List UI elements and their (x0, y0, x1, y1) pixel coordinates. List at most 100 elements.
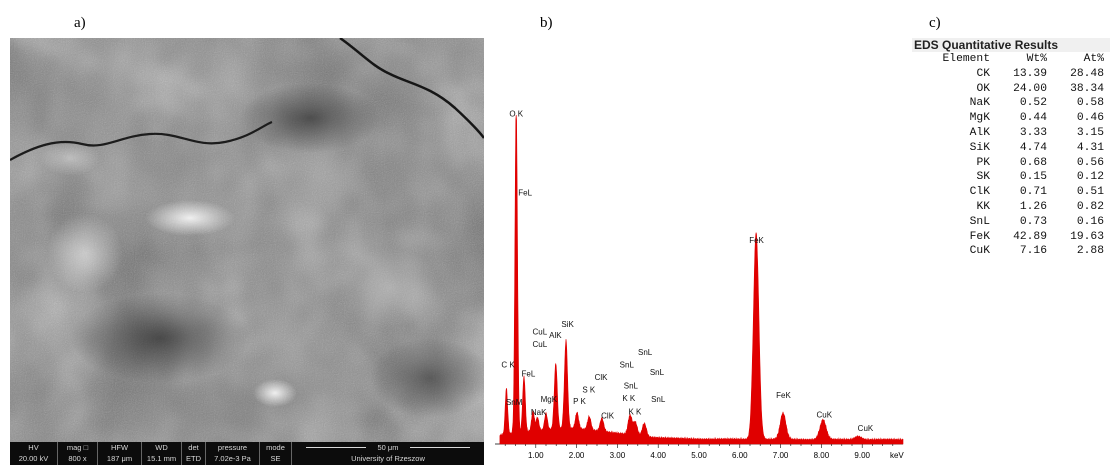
table-cell-wt: 0.52 (1019, 97, 1047, 110)
table-row: KK 1.26 0.82 (912, 200, 1104, 215)
peak-label: CuL (533, 327, 548, 336)
table-cell-element: CuK (969, 245, 990, 258)
table-cell-wt: 0.44 (1019, 112, 1047, 125)
institution-label: University of Rzeszow (351, 454, 425, 463)
sem-micrograph: HV 20.00 kV mag □ 800 x HFW 187 μm WD 15.1 m… (10, 38, 484, 465)
table-row: CuK 7.16 2.88 (912, 244, 1104, 259)
x-tick-label: 1.00 (528, 451, 544, 460)
table-row: NaK 0.52 0.58 (912, 96, 1104, 111)
peak-label: C K (501, 360, 515, 369)
panel-b-label: b) (540, 15, 553, 31)
table-cell-at: 28.48 (1070, 67, 1104, 80)
table-cell-wt: 0.73 (1019, 215, 1047, 228)
peak-label: FeL (518, 189, 532, 198)
table-header-row: Element Wt% At% (912, 52, 1104, 67)
peak-label: K K (622, 394, 636, 403)
peak-label: SnL (638, 348, 653, 357)
x-tick-label: 2.00 (569, 451, 585, 460)
info-hfw: HFW 187 μm (98, 442, 142, 465)
table-cell-at: 0.51 (1076, 186, 1104, 199)
peak-label: FeL (522, 370, 536, 379)
peak-label: SnL (650, 368, 665, 377)
column-header: At% (1083, 53, 1104, 65)
table-cell-wt: 4.74 (1019, 141, 1047, 154)
x-tick-labels: 1.00 2.00 3.00 4.00 5.00 6.00 7.00 8.00 9.00 keV (528, 451, 904, 460)
column-header: Wt% (1026, 53, 1047, 65)
peak-label: SiK (561, 320, 574, 329)
table-cell-element: MgK (969, 112, 990, 125)
peak-label: AlK (549, 331, 562, 340)
info-wd: WD 15.1 mm (142, 442, 182, 465)
eds-spectrum-chart: 1.00 2.00 3.00 4.00 5.00 6.00 7.00 8.00 9.00 keV … (495, 110, 904, 460)
spectrum-series (499, 114, 904, 445)
table-cell-element: FeK (969, 230, 990, 243)
table-cell-at: 2.88 (1076, 245, 1104, 258)
info-mode: mode SE (260, 442, 292, 465)
peak-label: CuK (816, 411, 832, 420)
peak-label: SnL (624, 382, 639, 391)
table-cell-element: SnL (969, 215, 990, 228)
peak-label: K K (628, 407, 642, 416)
table-cell-wt: 13.39 (1013, 67, 1047, 80)
peak-label: FeK (776, 391, 791, 400)
x-tick-label: 6.00 (732, 451, 748, 460)
table-cell-element: SiK (969, 141, 990, 154)
table-row: PK 0.68 0.56 (912, 156, 1104, 171)
table-cell-element: KK (976, 200, 990, 213)
table-row: AlK 3.33 3.15 (912, 126, 1104, 141)
table-row: OK 24.00 38.34 (912, 82, 1104, 97)
table-row: ClK 0.71 0.51 (912, 185, 1104, 200)
info-det: det ETD (182, 442, 206, 465)
table-cell-at: 19.63 (1070, 230, 1104, 243)
table-row: MgK 0.44 0.46 (912, 111, 1104, 126)
peak-label: CuK (858, 424, 874, 433)
table-cell-wt: 0.71 (1019, 186, 1047, 199)
peak-label: SnL (620, 361, 635, 370)
table-cell-element: ClK (969, 186, 990, 199)
x-tick-label: 5.00 (691, 451, 707, 460)
x-tick-label: 7.00 (773, 451, 789, 460)
table-cell-at: 0.82 (1076, 200, 1104, 213)
scale-bar-label: 50 μm (377, 443, 399, 452)
table-cell-at: 0.12 (1076, 171, 1104, 184)
table-cell-element: AlK (969, 126, 990, 139)
table-cell-element: SK (976, 171, 990, 184)
x-axis (495, 443, 903, 448)
crack-line (339, 38, 484, 139)
column-header: Element (942, 53, 990, 65)
table-cell-at: 0.46 (1076, 112, 1104, 125)
results-table: Element Wt% At% CK 13.39 28.48 OK 24.00 38.34… (912, 52, 1104, 259)
peak-label: CuL (533, 340, 548, 349)
table-row: CK 13.39 28.48 (912, 67, 1104, 82)
info-pressure: pressure 7.02e-3 Pa (206, 442, 260, 465)
peak-label: ClK (601, 411, 615, 420)
info-hv: HV 20.00 kV (10, 442, 58, 465)
table-cell-at: 0.56 (1076, 156, 1104, 169)
table-cell-at: 0.16 (1076, 215, 1104, 228)
x-tick-label: 9.00 (854, 451, 870, 460)
table-cell-wt: 42.89 (1013, 230, 1047, 243)
table-cell-element: PK (976, 156, 990, 169)
table-cell-element: OK (976, 82, 990, 95)
table-cell-wt: 24.00 (1013, 82, 1047, 95)
x-tick-label: 4.00 (650, 451, 666, 460)
table-cell-wt: 1.26 (1019, 200, 1047, 213)
x-tick-label: 8.00 (814, 451, 830, 460)
peak-label: P K (573, 397, 586, 406)
table-cell-wt: 7.16 (1019, 245, 1047, 258)
scale-line-right (410, 447, 470, 448)
table-cell-wt: 3.33 (1019, 126, 1047, 139)
table-cell-at: 4.31 (1076, 141, 1104, 154)
table-cell-element: NaK (969, 97, 990, 110)
table-row: SK 0.15 0.12 (912, 170, 1104, 185)
panel-a-label: a) (74, 15, 86, 31)
peak-label: ClK (595, 373, 609, 382)
table-row: SiK 4.74 4.31 (912, 141, 1104, 156)
peak-label: S K (582, 385, 596, 394)
crack-line (10, 120, 273, 161)
table-cell-wt: 0.68 (1019, 156, 1047, 169)
table-row: FeK 42.89 19.63 (912, 230, 1104, 245)
table-cell-at: 38.34 (1070, 82, 1104, 95)
sem-image (10, 38, 484, 442)
table-row: SnL 0.73 0.16 (912, 215, 1104, 230)
